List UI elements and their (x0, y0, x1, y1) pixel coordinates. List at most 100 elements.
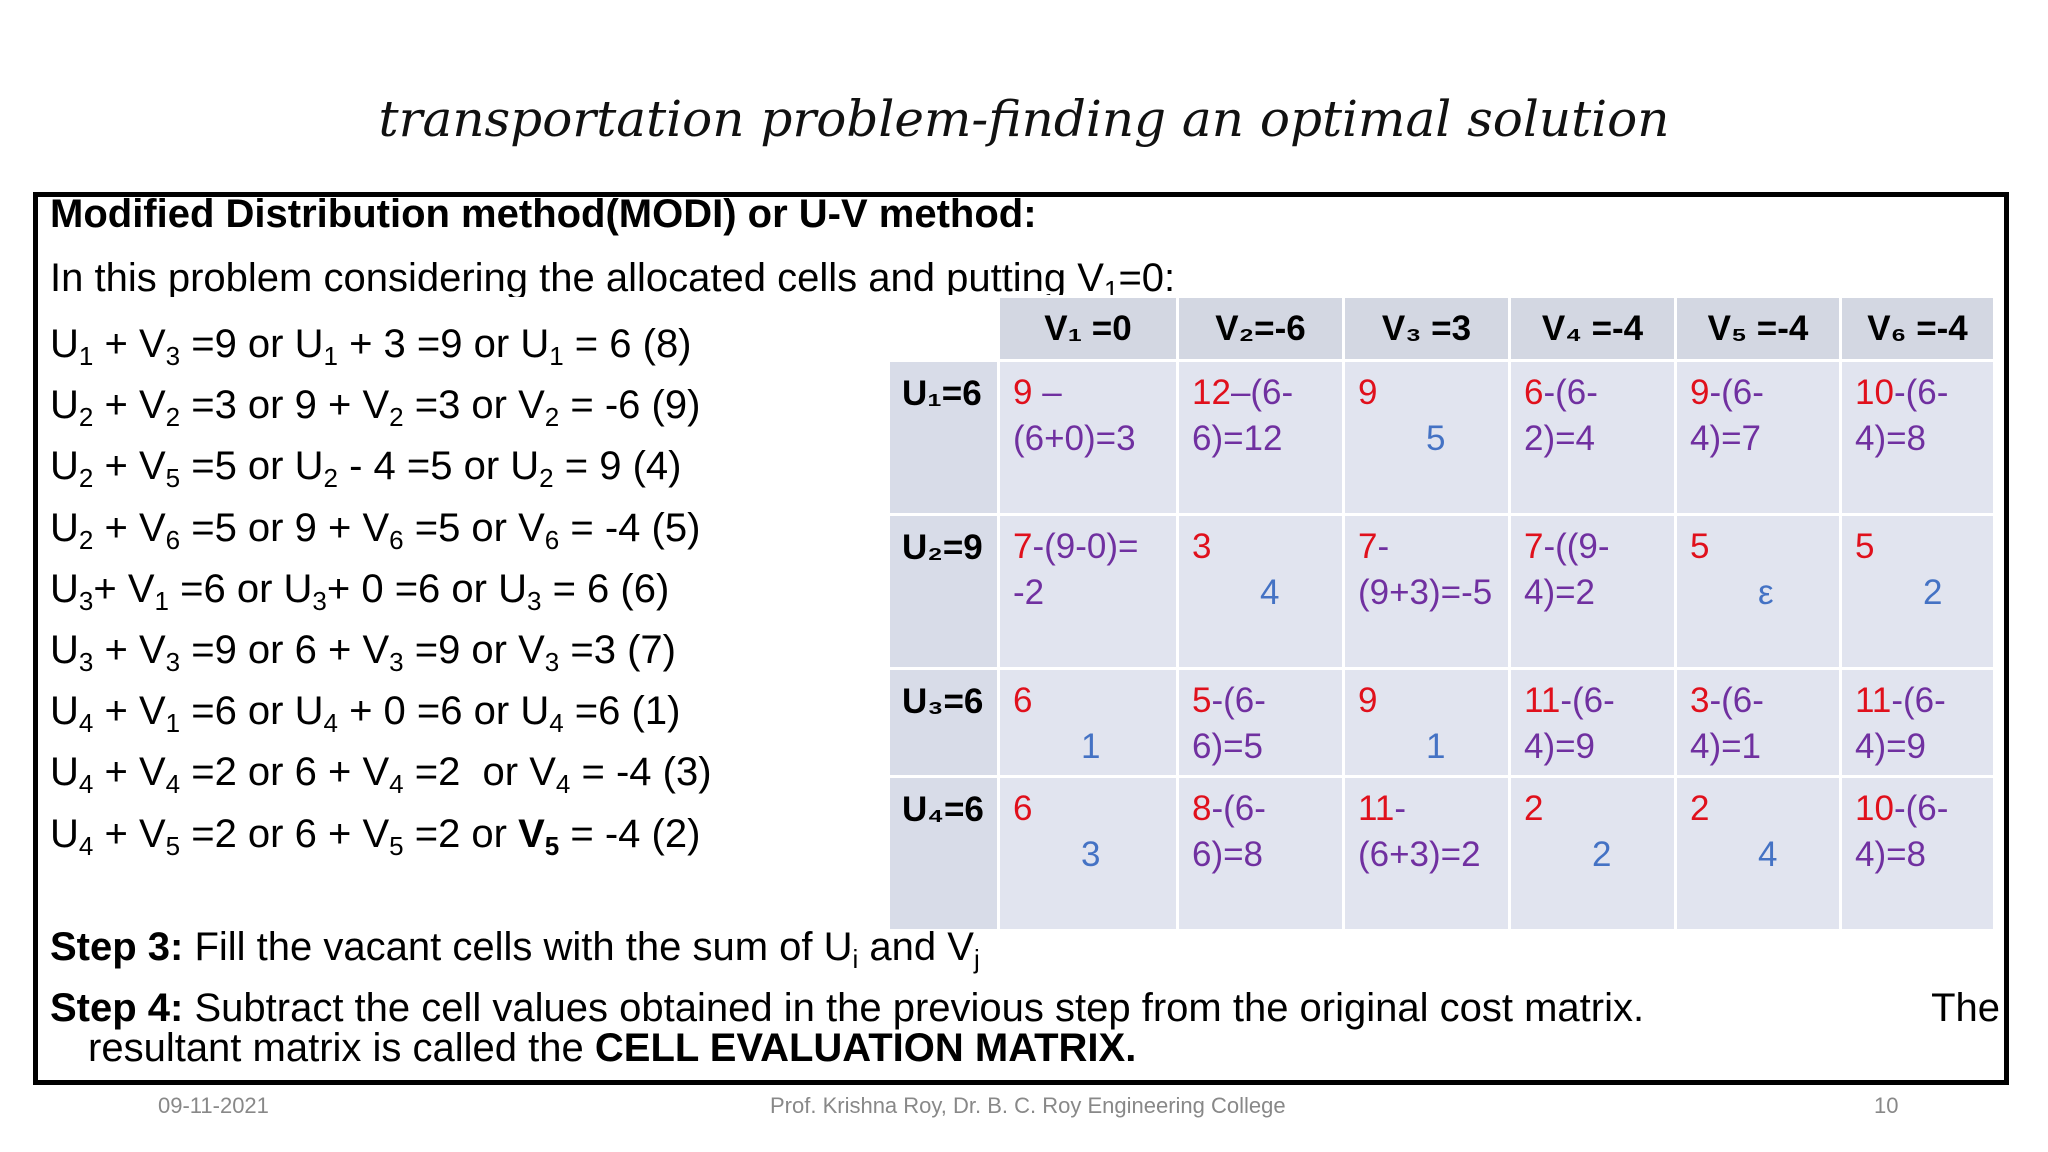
step-4-tail: The (1931, 986, 2000, 1030)
cell-cost: 6 (1013, 789, 1033, 828)
equation-subscript: 1 (154, 585, 169, 616)
equation-text: - 4 =5 or U (337, 444, 540, 489)
uv-table: V₁ =0 V₂=-6 V₃ =3 V₄ =-4 V₅ =-4 V₆ =-4 U… (887, 295, 1996, 932)
cell-calculation: 6 (1013, 678, 1168, 724)
cell-expression: -((9- 4)=2 (1524, 527, 1610, 612)
cell-calculation: 7- (9+3)=-5 (1358, 524, 1500, 616)
cell-calculation: 11-(6- 4)=9 (1855, 678, 1985, 770)
equation-text: =9 or 6 + V (180, 627, 390, 672)
equation-text: U (50, 322, 79, 366)
equation-text: U (50, 750, 79, 795)
equation-text: = 9 (4) (553, 444, 682, 489)
equation-subscript: 1 (78, 341, 94, 371)
cell-cost: 7 (1358, 527, 1378, 566)
cell-calculation: 10-(6- 4)=8 (1855, 786, 1985, 878)
cell-cost: 6 (1013, 681, 1033, 720)
equation-subscript: 4 (78, 708, 94, 739)
equation-subscript: 5 (389, 830, 404, 861)
cell-cost: 3 (1192, 527, 1212, 566)
equation-text: + V (93, 689, 166, 734)
equation-line: U1 + V3 =9 or U1 + 3 =9 or U1 = 6 (8) (50, 314, 712, 375)
cell-expression: -(6- 4)=9 (1855, 681, 1946, 766)
cell-cost: 9 (1358, 681, 1378, 720)
equation-text: + V (93, 505, 166, 550)
equation-list: U1 + V3 =9 or U1 + 3 =9 or U1 = 6 (8) U2 … (50, 314, 712, 865)
equation-subscript: 4 (323, 708, 338, 739)
table-cell: 11- (6+3)=2 (1342, 775, 1511, 932)
cell-cost: 9 (1013, 373, 1033, 412)
cell-calculation: 10-(6- 4)=8 (1855, 370, 1985, 462)
equation-subscript: 1 (165, 708, 181, 739)
equation-text: =6 or U (168, 566, 313, 611)
cell-calculation: 3 (1192, 524, 1334, 570)
equation-subscript: 6 (165, 524, 181, 555)
equation-line: U2 + V6 =5 or 9 + V6 =5 or V6 = -4 (5) (50, 498, 712, 559)
cell-allocation: ε (1758, 573, 1774, 612)
equation-text: =5 or V (403, 505, 545, 550)
table-cell: 5-(6- 6)=5 (1176, 667, 1345, 778)
equation-text: =3 or V (403, 383, 545, 428)
equation-text: + V (93, 566, 155, 611)
table-cell: 9-(6- 4)=7 (1674, 359, 1842, 516)
header-v1: V₁ =0 (997, 295, 1179, 362)
equation-subscript: 2 (78, 402, 94, 433)
cell-cost: 3 (1690, 681, 1710, 720)
equation-subscript: 2 (165, 402, 181, 433)
equation-subscript: 4 (78, 830, 94, 861)
cell-cost: 10 (1855, 373, 1894, 412)
equation-text: + V (93, 322, 166, 366)
cell-cost: 11 (1358, 789, 1395, 828)
cell-expression: -(6- 4)=8 (1855, 789, 1949, 874)
cell-allocation: 2 (1592, 835, 1612, 874)
cell-cost: 10 (1855, 789, 1894, 828)
step-4-line-2: resultant matrix is called the CELL EVAL… (50, 1028, 2000, 1068)
cell-cost: 11 (1524, 681, 1561, 720)
step-4-main: Step 4: Subtract the cell values obtaine… (50, 988, 1644, 1028)
equation-text: =2 or 6 + V (180, 811, 390, 856)
row-label-u4: U₄=6 (887, 775, 1000, 932)
cell-calculation: 7-(9-0)= -2 (1013, 524, 1168, 616)
cell-calculation: 9 (1358, 678, 1500, 724)
cell-calculation: 2 (1690, 786, 1831, 832)
equation-text: + V (93, 750, 166, 795)
cell-calculation: 9 – (6+0)=3 (1013, 370, 1168, 462)
cell-calculation: 3-(6- 4)=1 (1690, 678, 1831, 770)
step-3-label: Step 3: (50, 925, 184, 969)
equation-text: + 0 =6 or U (337, 689, 550, 734)
equation-line: U2 + V2 =3 or 9 + V2 =3 or V2 = -6 (9) (50, 375, 712, 436)
cell-cost: 5 (1855, 527, 1875, 566)
equation-subscript: 2 (539, 463, 554, 494)
cell-cost: 11 (1855, 681, 1892, 720)
table-cell: 8-(6- 6)=8 (1176, 775, 1345, 932)
method-heading: Modified Distribution method(MODI) or U-… (50, 192, 1037, 236)
equation-text: =3 or 9 + V (180, 383, 390, 428)
cell-calculation: 5-(6- 6)=5 (1192, 678, 1334, 770)
cell-expression: -(6- 2)=4 (1524, 373, 1598, 458)
cell-allocation: 4 (1758, 835, 1778, 874)
cell-calculation: 11-(6- 4)=9 (1524, 678, 1666, 770)
cell-cost: 12 (1192, 373, 1231, 412)
header-v6: V₆ =-4 (1839, 295, 1996, 362)
cell-expression: -(6- 4)=1 (1690, 681, 1764, 766)
cell-calculation: 9 (1358, 370, 1500, 416)
cell-cost: 8 (1192, 789, 1212, 828)
equation-subscript: 3 (165, 341, 181, 371)
equation-text: U (50, 444, 79, 489)
cell-cost: 7 (1013, 527, 1033, 566)
cell-cost: 2 (1690, 789, 1710, 828)
cell-allocation: 1 (1081, 727, 1101, 766)
corner-cell (887, 295, 1000, 362)
cell-allocation: 5 (1426, 419, 1446, 458)
equation-text: =3 (7) (559, 627, 676, 672)
equation-text: =2 or 6 + V (180, 750, 390, 795)
cell-expression: –(6- 6)=12 (1192, 373, 1294, 458)
cell-expression: - (6+3)=2 (1358, 789, 1481, 874)
equation-line: U4 + V4 =2 or 6 + V4 =2 or V4 = -4 (3) (50, 742, 712, 803)
cell-expression: -(6- 4)=8 (1855, 373, 1949, 458)
cell-calculation: 5 (1690, 524, 1831, 570)
equation-text: + V (93, 383, 166, 428)
equation-subscript: 3 (312, 585, 327, 616)
equation-text: =2 or (403, 811, 519, 856)
table-cell: 3-(6- 4)=1 (1674, 667, 1842, 778)
